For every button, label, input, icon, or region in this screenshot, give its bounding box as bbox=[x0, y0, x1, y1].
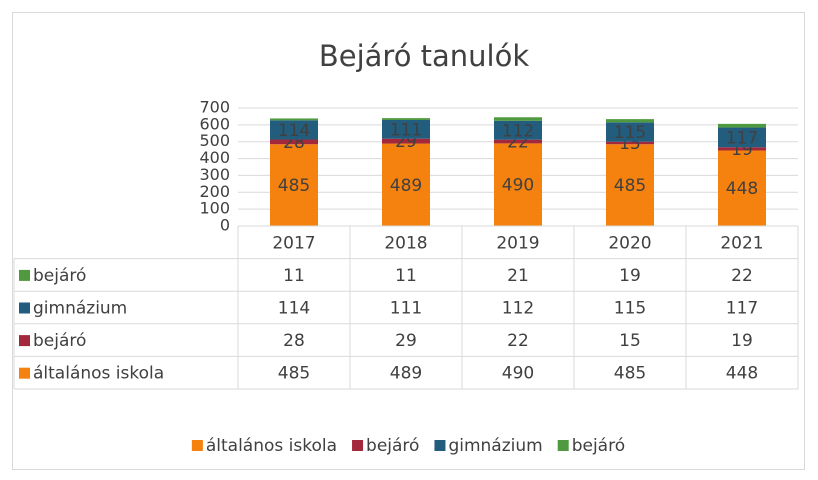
bar-segment bbox=[718, 147, 766, 151]
x-tick-label: 2018 bbox=[384, 233, 427, 253]
chart-border bbox=[12, 12, 805, 470]
data-label: 112 bbox=[502, 121, 534, 141]
table-cell: 29 bbox=[395, 331, 417, 351]
table-cell: 117 bbox=[726, 299, 758, 319]
y-tick-label: 500 bbox=[199, 131, 230, 150]
x-tick-label: 2021 bbox=[720, 233, 763, 253]
table-cell: 22 bbox=[731, 266, 753, 286]
y-tick-label: 300 bbox=[199, 165, 230, 184]
bar-segment bbox=[382, 119, 430, 139]
table-cell: 21 bbox=[507, 266, 529, 286]
bar-segment bbox=[494, 117, 542, 121]
x-tick-label: 2017 bbox=[272, 233, 315, 253]
table-row-label: gimnázium bbox=[33, 299, 127, 319]
legend-key bbox=[191, 440, 203, 451]
bar-segment bbox=[718, 123, 766, 128]
table-row-label: általános iskola bbox=[33, 364, 164, 384]
y-tick-label: 700 bbox=[199, 98, 230, 117]
legend-key bbox=[352, 440, 364, 451]
table-cell: 448 bbox=[726, 364, 758, 384]
y-tick-label: 200 bbox=[199, 182, 230, 201]
bar-segment bbox=[718, 127, 766, 148]
bar-segment bbox=[494, 143, 542, 226]
table-legend-key bbox=[19, 335, 30, 347]
chart-title: Bejáró tanulók bbox=[319, 39, 530, 73]
table-cell: 28 bbox=[283, 331, 305, 351]
table-cell: 111 bbox=[390, 299, 422, 319]
table-cell: 19 bbox=[731, 331, 753, 351]
bar-segment bbox=[718, 150, 766, 226]
table-cell: 11 bbox=[283, 266, 305, 286]
table-cell: 489 bbox=[390, 364, 422, 384]
legend-label: gimnázium bbox=[448, 436, 542, 456]
bar-segment bbox=[606, 122, 654, 142]
bar-segment bbox=[382, 138, 430, 144]
legend-key bbox=[434, 440, 446, 451]
table-cell: 112 bbox=[502, 299, 534, 319]
table-cell: 114 bbox=[278, 299, 310, 319]
table-cell: 115 bbox=[614, 299, 646, 319]
table-row-label: bejáró bbox=[33, 266, 86, 286]
table-cell: 485 bbox=[614, 364, 646, 384]
table-legend-key bbox=[19, 269, 30, 281]
data-label: 490 bbox=[502, 176, 534, 196]
table-row-label: bejáró bbox=[33, 331, 86, 351]
y-tick-label: 400 bbox=[199, 148, 230, 167]
table-cell: 11 bbox=[395, 266, 417, 286]
data-label: 448 bbox=[726, 179, 758, 199]
y-tick-label: 600 bbox=[199, 114, 230, 133]
x-tick-label: 2020 bbox=[608, 233, 651, 253]
data-label: 485 bbox=[614, 176, 646, 196]
bar-segment bbox=[606, 119, 654, 123]
bar-segment bbox=[382, 118, 430, 120]
legend-label: bejáró bbox=[366, 436, 419, 456]
table-cell: 490 bbox=[502, 364, 534, 384]
bar-segment bbox=[270, 120, 318, 140]
bar-segment bbox=[494, 139, 542, 144]
table-cell: 19 bbox=[619, 266, 641, 286]
table-legend-key bbox=[19, 302, 30, 314]
table-cell: 15 bbox=[619, 331, 641, 351]
table-cell: 22 bbox=[507, 331, 529, 351]
data-label: 489 bbox=[390, 176, 422, 196]
legend-key bbox=[557, 440, 569, 451]
data-label: 111 bbox=[390, 120, 422, 140]
data-label: 485 bbox=[278, 176, 310, 196]
legend-label: bejáró bbox=[572, 436, 625, 456]
data-label: 114 bbox=[278, 121, 310, 141]
data-label: 117 bbox=[726, 128, 758, 148]
bar-segment bbox=[606, 141, 654, 145]
legend-label: általános iskola bbox=[206, 436, 337, 456]
table-legend-key bbox=[19, 367, 30, 379]
bar-segment bbox=[494, 120, 542, 140]
bar-segment bbox=[382, 143, 430, 226]
y-tick-label: 0 bbox=[220, 216, 230, 235]
table-cell: 485 bbox=[278, 364, 310, 384]
data-label: 115 bbox=[614, 123, 646, 143]
bar-segment bbox=[270, 139, 318, 145]
bar-segment bbox=[606, 144, 654, 226]
y-tick-label: 100 bbox=[199, 199, 230, 218]
bar-segment bbox=[270, 118, 318, 121]
bar-segment bbox=[270, 144, 318, 226]
x-tick-label: 2019 bbox=[496, 233, 539, 253]
